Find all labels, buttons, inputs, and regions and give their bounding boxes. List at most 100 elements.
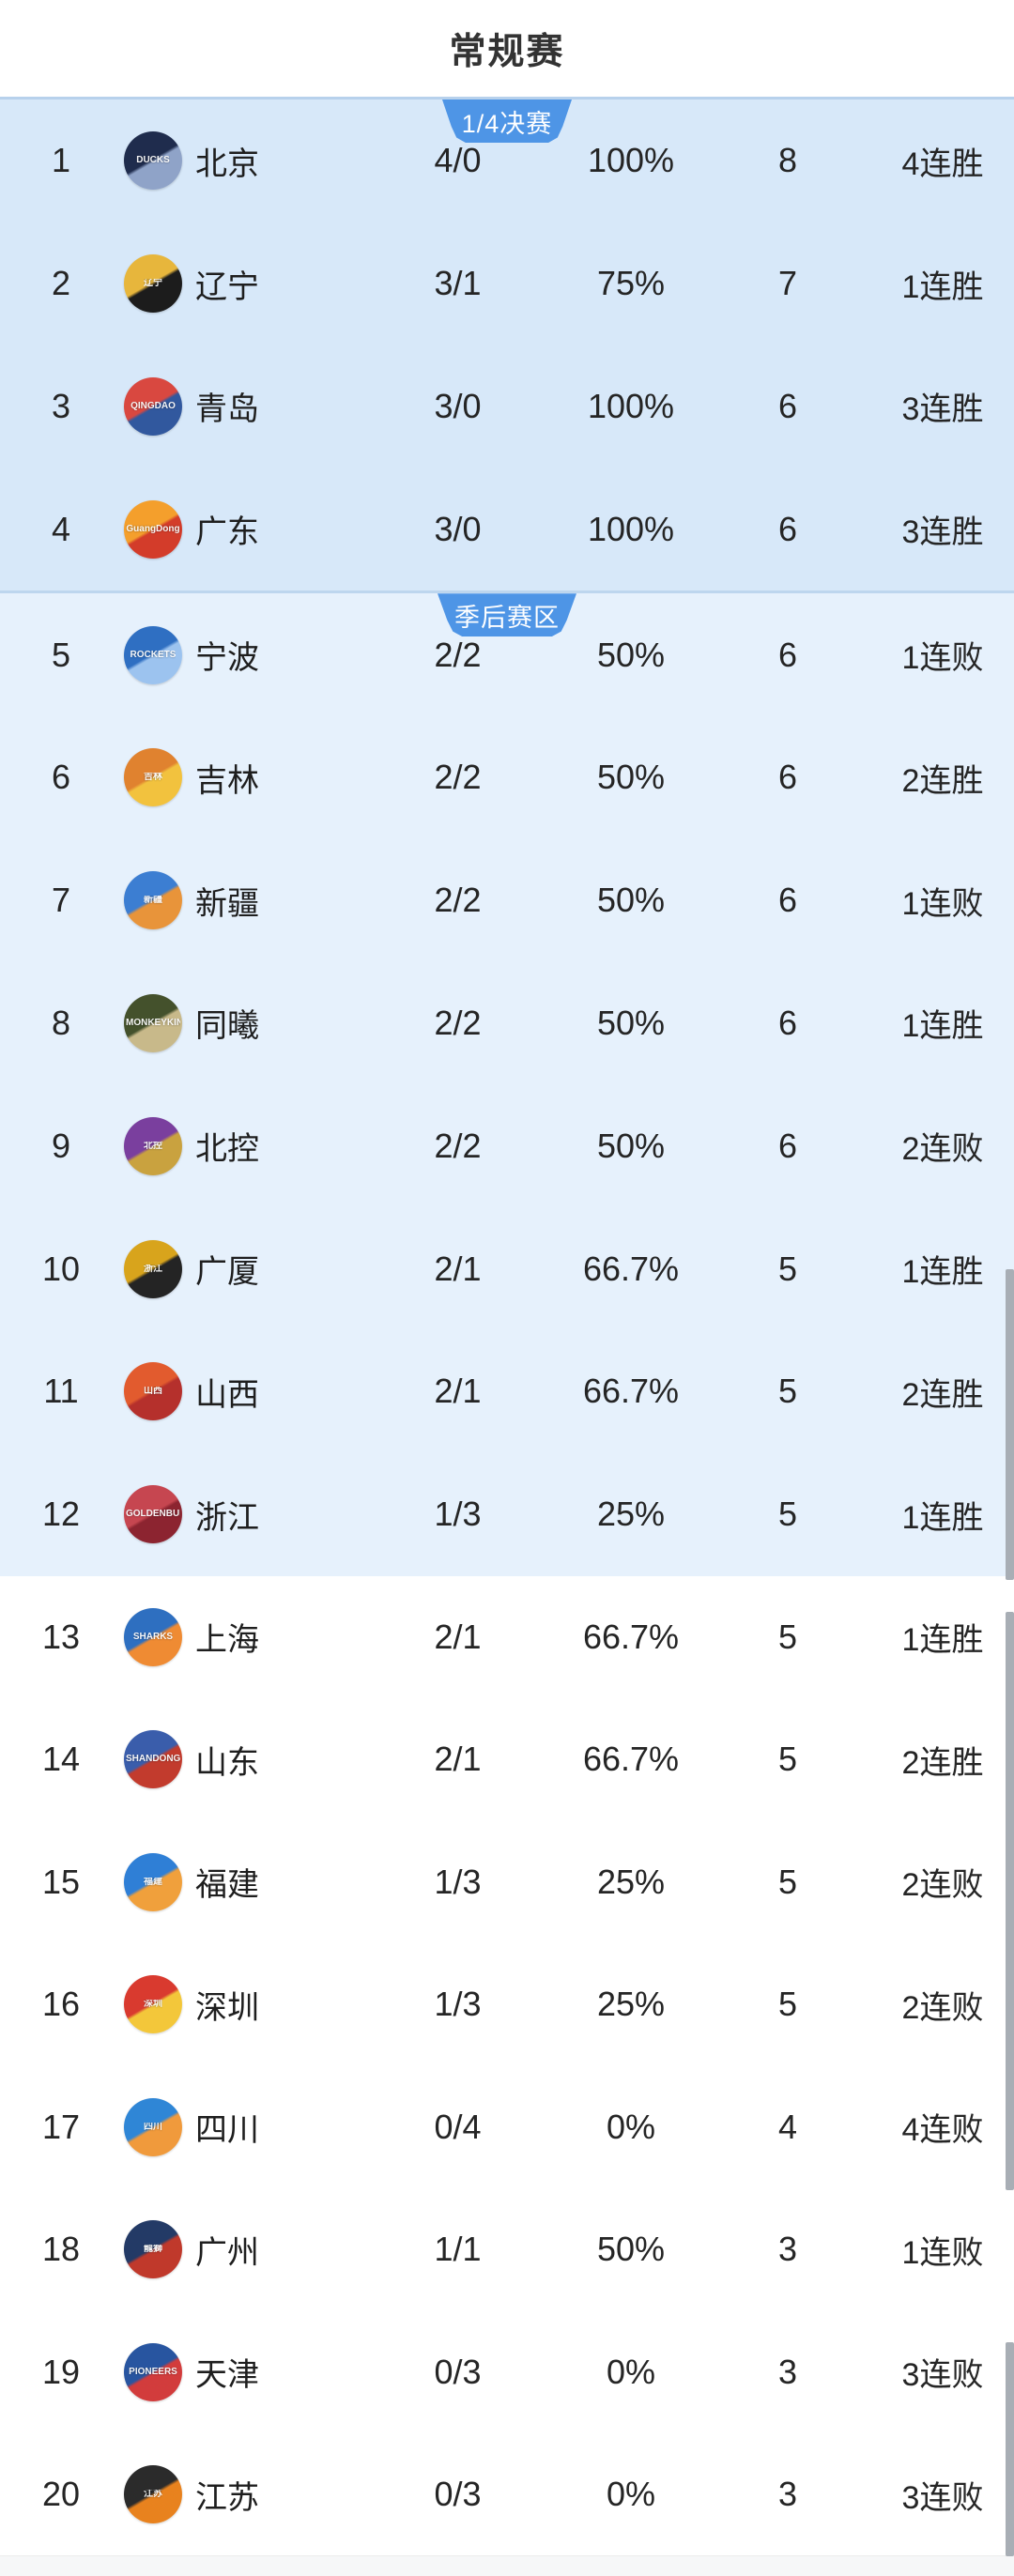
team-logo-wrap: 龍獅 (122, 2220, 184, 2279)
table-row[interactable]: 10 浙江 广厦 2/1 66.7% 5 1连胜 (0, 1207, 1014, 1330)
win-pct-cell: 100% (587, 386, 675, 425)
team-logo: GuangDong (124, 499, 182, 559)
table-row[interactable]: 19 PIONEERS 天津 0/3 0% 3 3连败 (0, 2311, 1014, 2434)
scrollbar-thumb[interactable] (1006, 1612, 1014, 2190)
team-logo-text: 龍獅 (144, 2245, 162, 2255)
standings-rows-playoff: 5 ROCKETS 宁波 2/2 50% 6 1连败 6 吉林 吉林 2/2 5… (0, 593, 1014, 1575)
team-logo: 福建 (124, 1852, 182, 1911)
table-row[interactable]: 18 龍獅 广州 1/1 50% 3 1连败 (0, 2188, 1014, 2311)
win-pct-cell: 75% (596, 264, 666, 303)
table-row[interactable]: 12 GOLDENBULLS 浙江 1/3 25% 5 1连胜 (0, 1453, 1014, 1576)
playoff-zone-badge: 季后赛区 (438, 593, 576, 637)
points-cell: 7 (777, 264, 798, 303)
team-logo-text: 吉林 (144, 773, 162, 783)
page-header: 常规赛 (0, 0, 1014, 97)
rank-cell: 2 (51, 264, 71, 303)
team-logo-wrap: 福建 (122, 1852, 184, 1911)
team-logo: MONKEYKINGS (124, 993, 182, 1052)
rank-cell: 12 (41, 1495, 81, 1534)
record-cell: 1/3 (434, 1495, 482, 1534)
win-pct-cell: 100% (587, 509, 675, 548)
team-logo: 龍獅 (124, 2220, 182, 2279)
section-non-playoff-zone: 13 SHARKS 上海 2/1 66.7% 5 1连胜 14 SHANDONG… (0, 1575, 1014, 2556)
table-row[interactable]: 7 新疆 新疆 2/2 50% 6 1连败 (0, 839, 1014, 962)
team-name: 四川 (195, 2112, 259, 2149)
win-pct-cell: 50% (596, 2230, 666, 2269)
team-logo-wrap: ROCKETS (122, 625, 184, 684)
table-row[interactable]: 5 ROCKETS 宁波 2/2 50% 6 1连败 (0, 593, 1014, 716)
table-row[interactable]: 6 吉林 吉林 2/2 50% 6 2连胜 (0, 716, 1014, 839)
table-row[interactable]: 1 DUCKS 北京 4/0 100% 8 4连胜 (0, 100, 1014, 222)
streak-cell: 1连败 (901, 640, 984, 677)
record-cell: 2/2 (434, 1003, 482, 1042)
points-cell: 4 (777, 2107, 798, 2146)
table-row[interactable]: 20 江苏 江苏 0/3 0% 3 3连败 (0, 2433, 1014, 2556)
rank-cell: 18 (41, 2230, 81, 2269)
points-cell: 5 (777, 1740, 798, 1779)
team-logo-wrap: 新疆 (122, 871, 184, 930)
team-logo: 吉林 (124, 748, 182, 807)
streak-cell: 1连胜 (901, 1254, 984, 1291)
record-cell: 2/2 (434, 635, 482, 674)
win-pct-cell: 50% (596, 1126, 666, 1165)
points-cell: 3 (777, 2475, 798, 2514)
points-cell: 5 (777, 1862, 798, 1901)
record-cell: 2/2 (434, 881, 482, 920)
team-name: 浙江 (195, 1499, 259, 1536)
record-cell: 2/1 (434, 1740, 482, 1779)
win-pct-cell: 50% (596, 1003, 666, 1042)
team-logo: DUCKS (124, 131, 182, 191)
table-row[interactable]: 8 MONKEYKINGS 同曦 2/2 50% 6 1连胜 (0, 962, 1014, 1085)
scrollbar-thumb[interactable] (1006, 1269, 1014, 1580)
team-logo-text: 山西 (144, 1387, 162, 1397)
win-pct-cell: 25% (596, 1862, 666, 1901)
table-row[interactable]: 17 四川 四川 0/4 0% 4 4连败 (0, 2066, 1014, 2189)
table-row[interactable]: 3 QINGDAO 青岛 3/0 100% 6 3连胜 (0, 345, 1014, 468)
table-row[interactable]: 16 深圳 深圳 1/3 25% 5 2连败 (0, 1943, 1014, 2066)
win-pct-cell: 25% (596, 1985, 666, 2024)
record-cell: 0/3 (434, 2352, 482, 2391)
table-row[interactable]: 14 SHANDONG 山东 2/1 66.7% 5 2连胜 (0, 1698, 1014, 1821)
record-cell: 2/1 (434, 1249, 482, 1288)
team-logo-wrap: SHARKS (122, 1607, 184, 1666)
team-name: 江苏 (195, 2479, 259, 2516)
points-cell: 6 (777, 386, 798, 425)
team-logo-wrap: PIONEERS (122, 2342, 184, 2401)
team-logo-text: 江苏 (144, 2490, 162, 2500)
streak-cell: 1连胜 (901, 1008, 984, 1045)
table-row[interactable]: 2 辽宁 辽宁 3/1 75% 7 1连胜 (0, 222, 1014, 345)
table-row[interactable]: 13 SHARKS 上海 2/1 66.7% 5 1连胜 (0, 1576, 1014, 1699)
team-name: 广厦 (195, 1254, 259, 1291)
points-cell: 5 (777, 1249, 798, 1288)
team-logo-text: 新疆 (144, 896, 162, 906)
record-cell: 3/0 (434, 386, 482, 425)
table-row[interactable]: 11 山西 山西 2/1 66.7% 5 2连胜 (0, 1330, 1014, 1453)
streak-cell: 2连败 (901, 1131, 984, 1168)
rank-cell: 19 (41, 2352, 81, 2391)
record-cell: 2/2 (434, 1126, 482, 1165)
playoff-zone-badge-label: 季后赛区 (454, 603, 560, 632)
standings-rows-non-playoff: 13 SHARKS 上海 2/1 66.7% 5 1连胜 14 SHANDONG… (0, 1576, 1014, 2556)
team-logo-wrap: 四川 (122, 2097, 184, 2156)
win-pct-cell: 66.7% (582, 1372, 680, 1411)
table-row[interactable]: 4 GuangDong 广东 3/0 100% 6 3连胜 (0, 468, 1014, 590)
team-logo-wrap: SHANDONG (122, 1730, 184, 1789)
rank-cell: 8 (51, 1003, 71, 1042)
team-logo-text: 辽宁 (144, 279, 162, 289)
win-pct-cell: 0% (606, 2107, 656, 2146)
table-row[interactable]: 9 北控 北控 2/2 50% 6 2连败 (0, 1084, 1014, 1207)
rank-cell: 5 (51, 635, 71, 674)
team-logo-text: 四川 (144, 2122, 162, 2132)
streak-cell: 3连胜 (901, 391, 984, 428)
team-logo-text: GOLDENBULLS (126, 1510, 180, 1520)
win-pct-cell: 66.7% (582, 1740, 680, 1779)
team-logo: GOLDENBULLS (124, 1485, 182, 1544)
table-row[interactable]: 15 福建 福建 1/3 25% 5 2连败 (0, 1821, 1014, 1944)
scrollbar-thumb[interactable] (1006, 2342, 1014, 2556)
team-name: 天津 (195, 2357, 259, 2394)
points-cell: 3 (777, 2352, 798, 2391)
record-cell: 0/3 (434, 2475, 482, 2514)
team-logo-text: PIONEERS (129, 2367, 177, 2377)
points-cell: 6 (777, 881, 798, 920)
team-logo-text: ROCKETS (130, 650, 177, 660)
